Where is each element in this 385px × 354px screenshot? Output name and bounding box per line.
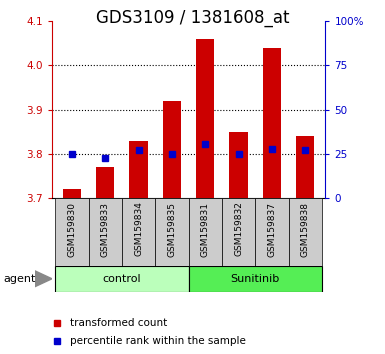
Bar xyxy=(89,198,122,266)
Text: GSM159830: GSM159830 xyxy=(67,202,77,257)
Bar xyxy=(163,101,181,198)
Text: percentile rank within the sample: percentile rank within the sample xyxy=(70,336,246,346)
Bar xyxy=(255,198,289,266)
Text: GSM159837: GSM159837 xyxy=(268,202,276,257)
Bar xyxy=(122,198,155,266)
Bar xyxy=(189,266,322,292)
Bar xyxy=(55,266,189,292)
Bar xyxy=(229,132,248,198)
Text: transformed count: transformed count xyxy=(70,318,167,328)
Text: GSM159831: GSM159831 xyxy=(201,202,210,257)
Text: control: control xyxy=(103,274,141,284)
Bar xyxy=(96,167,114,198)
Bar xyxy=(263,48,281,198)
Text: GSM159832: GSM159832 xyxy=(234,202,243,257)
Bar xyxy=(289,198,322,266)
Bar xyxy=(129,141,148,198)
Text: GSM159834: GSM159834 xyxy=(134,202,143,257)
Text: GSM159833: GSM159833 xyxy=(101,202,110,257)
Bar xyxy=(189,198,222,266)
Text: agent: agent xyxy=(4,274,36,284)
Bar xyxy=(196,39,214,198)
Text: GSM159835: GSM159835 xyxy=(167,202,176,257)
Polygon shape xyxy=(35,271,52,287)
Bar xyxy=(155,198,189,266)
Text: GDS3109 / 1381608_at: GDS3109 / 1381608_at xyxy=(96,9,289,27)
Bar xyxy=(55,198,89,266)
Bar xyxy=(296,136,315,198)
Bar xyxy=(222,198,255,266)
Text: GSM159838: GSM159838 xyxy=(301,202,310,257)
Bar xyxy=(63,189,81,198)
Text: Sunitinib: Sunitinib xyxy=(231,274,280,284)
